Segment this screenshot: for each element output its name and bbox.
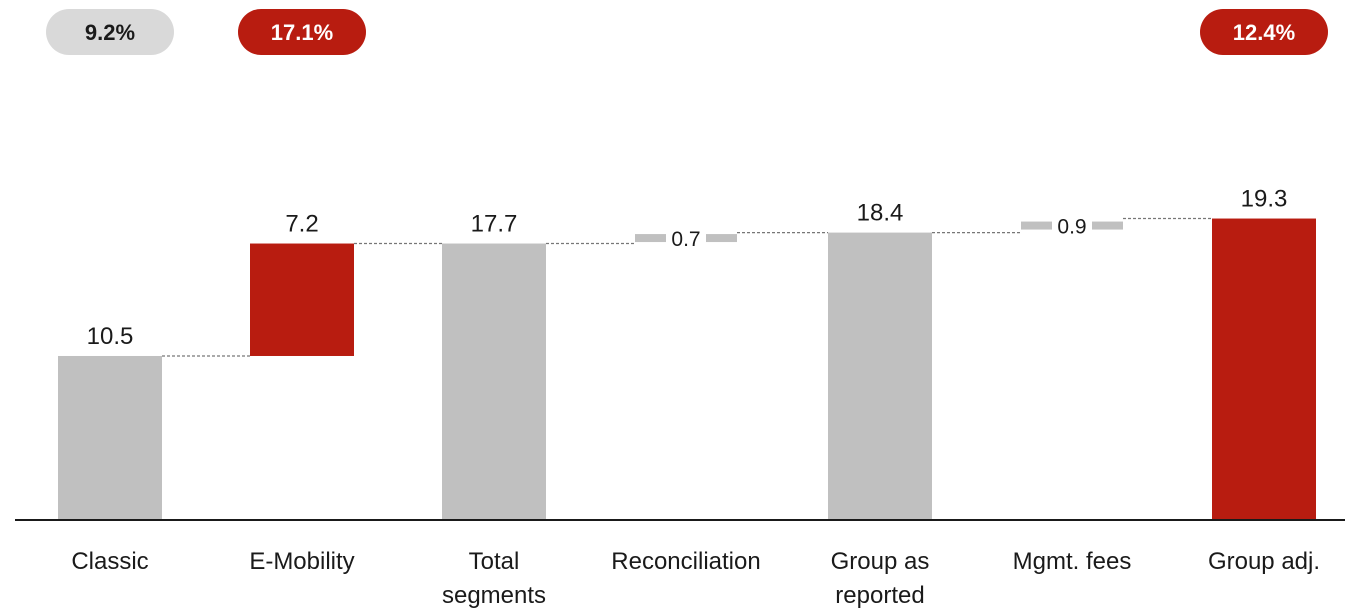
- bar-total: [442, 243, 546, 520]
- category-label: E-Mobility: [249, 548, 354, 575]
- bar-small-left: [635, 234, 666, 243]
- data-label: 0.7: [671, 228, 700, 251]
- margin-badge-label: 12.4%: [1233, 20, 1295, 45]
- margin-badge: [46, 9, 174, 55]
- bar-increment: [250, 243, 354, 356]
- data-label: 17.7: [471, 211, 518, 238]
- bar-small-right: [1092, 221, 1123, 230]
- data-label: 0.9: [1057, 216, 1086, 239]
- category-label: Total: [469, 548, 520, 575]
- category-label: Group as: [831, 548, 930, 575]
- margin-badge-label: 17.1%: [271, 20, 333, 45]
- category-label: Reconciliation: [611, 548, 760, 575]
- bar-total: [58, 355, 162, 520]
- bar-small-right: [706, 234, 737, 243]
- category-label: Classic: [71, 548, 148, 575]
- data-label: 18.4: [857, 200, 904, 227]
- data-label: 10.5: [87, 323, 134, 350]
- margin-badge: [238, 9, 366, 55]
- data-label: 19.3: [1241, 186, 1288, 213]
- category-label: Group adj.: [1208, 548, 1320, 575]
- data-label: 7.2: [285, 211, 318, 238]
- category-label: segments: [442, 582, 546, 609]
- margin-badge: [1200, 9, 1328, 55]
- margin-badge-label: 9.2%: [85, 20, 135, 45]
- bar-total: [1212, 218, 1316, 520]
- category-label: Mgmt. fees: [1013, 548, 1132, 575]
- bar-small-left: [1021, 221, 1052, 230]
- bar-total: [828, 232, 932, 521]
- category-label: reported: [835, 582, 924, 609]
